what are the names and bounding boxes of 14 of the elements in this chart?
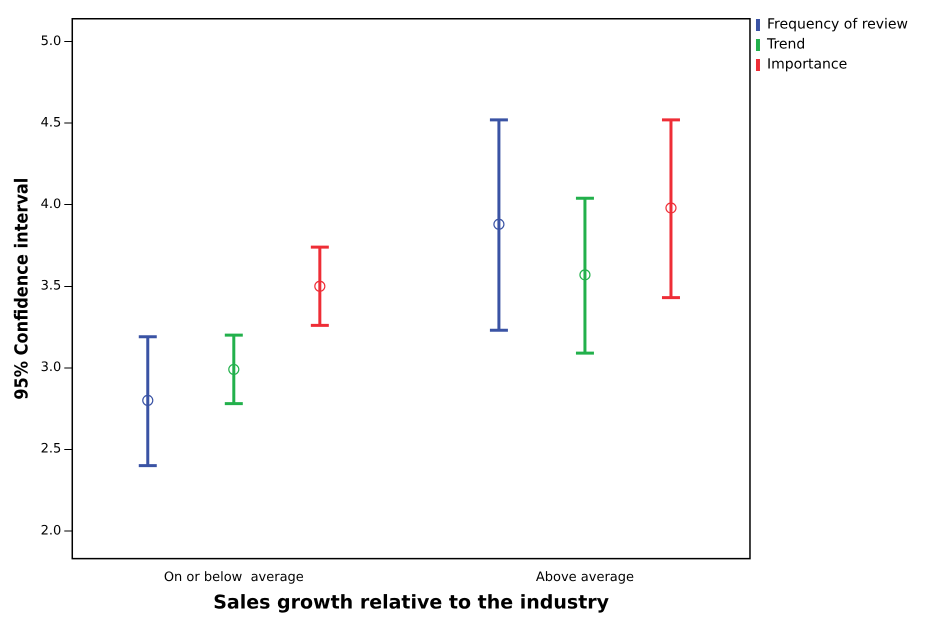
y-tick-label: 3.5: [40, 278, 62, 294]
y-tick-label: 3.0: [40, 360, 62, 376]
x-tick-label: Above average: [536, 570, 634, 585]
y-tick-label: 4.0: [40, 197, 62, 212]
y-tick-label: 2.5: [40, 442, 62, 457]
legend-label: Importance: [766, 56, 848, 73]
legend-label: Trend: [766, 36, 806, 53]
y-axis-title: 95% Confidence interval: [11, 178, 32, 400]
y-tick-label: 5.0: [40, 34, 62, 50]
x-tick-label: On or below average: [164, 570, 304, 585]
x-axis-title: Sales growth relative to the industry: [213, 592, 610, 614]
legend-label: Frequency of review: [766, 16, 908, 33]
y-tick-label: 2.0: [40, 523, 62, 538]
y-tick-label: 4.5: [40, 116, 62, 131]
